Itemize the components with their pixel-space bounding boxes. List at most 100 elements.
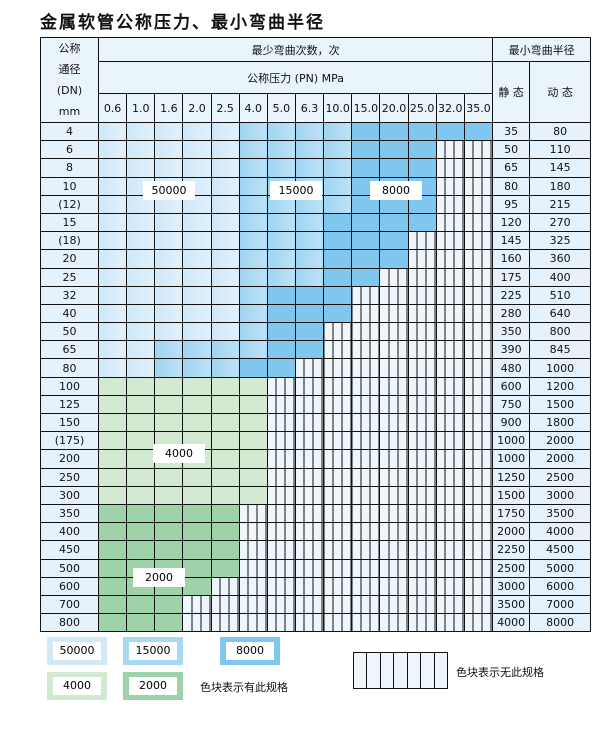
pressure-column-header: 32.0 bbox=[435, 93, 465, 123]
dn-cell: 4 bbox=[40, 121, 99, 142]
table-row: 350 1750 3500 bbox=[40, 503, 592, 524]
no-spec-cell bbox=[294, 503, 325, 524]
legend-4000: 4000 bbox=[47, 672, 107, 700]
cycles-cell-4000 bbox=[182, 376, 212, 396]
dn-cell: 32 bbox=[40, 285, 99, 305]
no-spec-cell bbox=[435, 412, 465, 433]
cycles-cell-2000 bbox=[126, 613, 156, 633]
no-spec-cell bbox=[379, 322, 409, 342]
cycles-cell-15000 bbox=[294, 140, 325, 160]
cycles-cell-4000 bbox=[238, 467, 268, 487]
cycles-cell-4000 bbox=[97, 376, 128, 396]
cycles-cell-2000 bbox=[210, 503, 240, 524]
cycles-cell-2000 bbox=[210, 558, 240, 578]
cycles-cell-50000 bbox=[182, 212, 212, 233]
no-spec-cell bbox=[463, 467, 494, 487]
cycles-cell-50000 bbox=[97, 303, 128, 324]
no-spec-cell bbox=[351, 340, 381, 360]
cycles-cell-2000 bbox=[182, 576, 212, 596]
no-spec-cell bbox=[351, 558, 381, 578]
cycles-cell-4000 bbox=[182, 394, 212, 415]
cycles-cell-15000 bbox=[266, 158, 296, 178]
dynamic-radius-cell: 7000 bbox=[529, 594, 592, 615]
spec-table-wrapper: 公称 通径 (DN) mm 最少弯曲次数，次 最小弯曲半径 公称压力 (PN) … bbox=[40, 37, 592, 633]
cycles-cell-2000 bbox=[182, 522, 212, 542]
pressure-column-header: 0.6 bbox=[97, 93, 128, 123]
dn-cell: (12) bbox=[40, 194, 99, 214]
cycles-cell-4000 bbox=[126, 394, 156, 415]
no-spec-cell bbox=[407, 613, 437, 633]
cycles-cell-4000 bbox=[154, 485, 184, 505]
pressure-column-header: 2.5 bbox=[210, 93, 240, 123]
table-row: 400 2000 4000 bbox=[40, 522, 592, 542]
cycles-cell-8000 bbox=[294, 322, 325, 342]
cycles-cell-15000 bbox=[294, 121, 325, 142]
table-row: 700 3500 7000 bbox=[40, 594, 592, 615]
cycles-header: 最少弯曲次数，次 bbox=[97, 37, 494, 62]
no-spec-cell bbox=[294, 613, 325, 633]
cycles-cell-4000 bbox=[210, 467, 240, 487]
static-radius-cell: 350 bbox=[492, 322, 531, 342]
dn-cell: (175) bbox=[40, 431, 99, 451]
cycles-cell-4000 bbox=[97, 394, 128, 415]
legend-label: 50000 bbox=[53, 642, 101, 660]
cycles-cell-8000 bbox=[351, 212, 381, 233]
no-spec-cell bbox=[210, 594, 240, 615]
no-spec-cell bbox=[351, 322, 381, 342]
legend-has-spec-note: 色块表示有此规格 bbox=[200, 681, 288, 694]
cycles-cell-50000 bbox=[126, 212, 156, 233]
no-spec-cell bbox=[435, 394, 465, 415]
static-radius-cell: 600 bbox=[492, 376, 531, 396]
no-spec-cell bbox=[407, 303, 437, 324]
no-spec-cell bbox=[294, 558, 325, 578]
cycles-cell-50000 bbox=[97, 249, 128, 269]
dynamic-radius-cell: 270 bbox=[529, 212, 592, 233]
dn-cell: 15 bbox=[40, 212, 99, 233]
cycles-cell-15000 bbox=[238, 121, 268, 142]
table-row: 25 175 400 bbox=[40, 267, 592, 287]
cycles-cell-8000 bbox=[238, 358, 268, 378]
no-spec-cell bbox=[182, 613, 212, 633]
dn-cell: 65 bbox=[40, 340, 99, 360]
cycles-cell-50000 bbox=[126, 303, 156, 324]
no-spec-cell bbox=[294, 449, 325, 469]
cycles-cell-50000 bbox=[97, 158, 128, 178]
no-spec-cell bbox=[435, 540, 465, 560]
no-spec-cell bbox=[407, 485, 437, 505]
no-spec-cell bbox=[323, 613, 353, 633]
legend-label: 4000 bbox=[53, 677, 101, 695]
dynamic-radius-cell: 2000 bbox=[529, 431, 592, 451]
cycles-cell-50000 bbox=[126, 140, 156, 160]
no-spec-cell bbox=[323, 522, 353, 542]
table-row: 40 280 640 bbox=[40, 303, 592, 324]
cycles-cell-4000 bbox=[210, 394, 240, 415]
cycles-cell-15000 bbox=[238, 322, 268, 342]
cycles-cell-50000 bbox=[154, 231, 184, 251]
dynamic-radius-cell: 110 bbox=[529, 140, 592, 160]
no-spec-cell bbox=[463, 176, 494, 196]
no-spec-cell bbox=[463, 158, 494, 178]
cycles-cell-8000 bbox=[407, 212, 437, 233]
no-spec-cell bbox=[463, 503, 494, 524]
cycles-cell-2000 bbox=[97, 503, 128, 524]
cycles-cell-8000 bbox=[266, 340, 296, 360]
no-spec-cell bbox=[379, 285, 409, 305]
cycles-cell-8000 bbox=[294, 303, 325, 324]
no-spec-cell bbox=[407, 594, 437, 615]
no-spec-cell bbox=[266, 394, 296, 415]
cycles-cell-8000 bbox=[379, 140, 409, 160]
no-spec-cell bbox=[435, 158, 465, 178]
cycles-cell-50000 bbox=[182, 231, 212, 251]
no-spec-cell bbox=[463, 412, 494, 433]
cycles-cell-50000 bbox=[154, 212, 184, 233]
cycles-cell-15000 bbox=[238, 194, 268, 214]
no-spec-cell bbox=[266, 503, 296, 524]
table-row: 6 50 110 bbox=[40, 140, 592, 160]
no-spec-cell bbox=[351, 467, 381, 487]
cycles-cell-15000 bbox=[294, 158, 325, 178]
dynamic-radius-cell: 4000 bbox=[529, 522, 592, 542]
region-label-2000: 2000 bbox=[133, 568, 185, 587]
no-spec-cell bbox=[351, 449, 381, 469]
dn-cell: 8 bbox=[40, 158, 99, 178]
no-spec-cell bbox=[238, 503, 268, 524]
